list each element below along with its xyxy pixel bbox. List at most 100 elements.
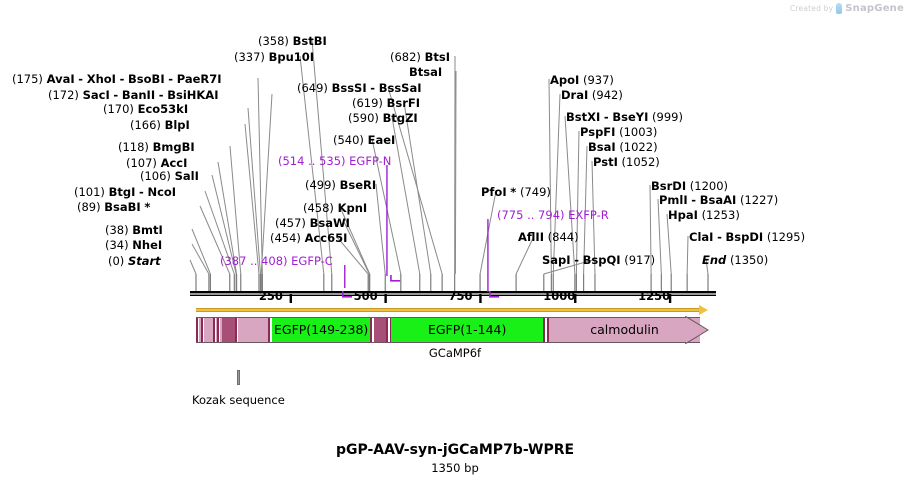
map-feature-label: calmodulin: [590, 322, 659, 337]
enzyme-position: (175): [12, 72, 43, 86]
enzyme-name: EaeI: [367, 133, 396, 147]
enzyme-position: (337): [234, 50, 265, 64]
enzyme-name: NcoI: [147, 185, 177, 199]
ruler-tick-label-250: 250: [258, 289, 283, 303]
enzyme-name: XhoI: [86, 72, 116, 86]
enzyme-label-start: (0) Start: [108, 255, 161, 267]
orientation-arrow-head: [699, 305, 708, 315]
enzyme-position: (101): [74, 185, 105, 199]
feature-subsegment: [374, 317, 386, 343]
leader-line: [666, 213, 672, 275]
enzyme-name: SapI: [542, 253, 571, 267]
feature-range: (387 .. 408): [220, 254, 288, 268]
enzyme-label-avai: (175) AvaI - XhoI - BsoBI - PaeR7I: [12, 72, 222, 86]
feature-label-egfp-c: (387 .. 408) EGFP-C: [220, 255, 333, 267]
leader-line: [189, 259, 197, 275]
feature-subsegment: [268, 317, 272, 343]
site-tick: [229, 274, 231, 291]
site-tick: [515, 274, 517, 291]
enzyme-name: BmtI: [132, 223, 163, 237]
enzyme-label-psti: PstI (1052): [593, 156, 660, 168]
enzyme-name: NheI: [132, 238, 163, 252]
feature-bracket-bar: [390, 280, 401, 282]
enzyme-label-btsai: BtsaI: [409, 66, 442, 78]
enzyme-name: HpaI: [668, 208, 698, 222]
enzyme-name: KpnI: [337, 201, 368, 215]
enzyme-name: BseRI: [339, 178, 377, 192]
enzyme-position: (1227): [739, 193, 779, 207]
enzyme-name: BsiHKAI: [167, 88, 219, 102]
enzyme-label-bsssi: (649) BssSI - BssSaI: [297, 81, 422, 95]
leader-line: [257, 77, 263, 275]
ruler-tick-label-500: 500: [353, 289, 378, 303]
enzyme-label-sapi: SapI - BspQI (917): [542, 253, 656, 267]
enzyme-name: BtsaI: [409, 65, 443, 79]
enzyme-position: (106): [140, 169, 171, 183]
enzyme-label-sali: (106) SalI: [140, 170, 199, 182]
watermark-created-by: Created by: [790, 4, 834, 13]
enzyme-name: BstXI: [566, 110, 601, 124]
enzyme-position: (619): [352, 96, 383, 110]
map-caption-gcamp6f: GCaMP6f: [428, 346, 482, 360]
enzyme-label-hpai: HpaI (1253): [668, 209, 740, 221]
leader-line: [260, 93, 273, 275]
ruler-tick-label-1000: 1000: [543, 289, 576, 303]
enzyme-label-pfoi: PfoI * (749): [481, 185, 551, 199]
enzyme-name: AccI: [160, 156, 188, 170]
enzyme-position: (454): [270, 231, 301, 245]
enzyme-position: (358): [258, 34, 289, 48]
site-tick: [430, 274, 432, 291]
feature-label-egfp-n: (514 .. 535) EGFP-N: [278, 155, 391, 167]
ruler-tick-label-1250: 1250: [638, 289, 671, 303]
enzyme-label-clai: ClaI - BspDI (1295): [689, 230, 806, 244]
enzyme-name: BsoBI: [128, 72, 165, 86]
leader-line: [244, 123, 260, 275]
site-tick: [400, 274, 402, 291]
enzyme-position: (0): [108, 254, 125, 268]
enzyme-name: ApoI: [550, 73, 580, 87]
leader-line: [391, 116, 421, 275]
enzyme-label-pspfi: PspFI (1003): [580, 126, 657, 138]
enzyme-position: (1253): [701, 208, 740, 222]
enzyme-name: AvaI: [46, 72, 75, 86]
feature-label-exfp-r: (775 .. 794) EXFP-R: [497, 209, 609, 221]
leader-line: [454, 70, 457, 275]
site-tick: [323, 274, 325, 291]
enzyme-position: (1295): [766, 230, 806, 244]
enzyme-name: Eco53kI: [137, 102, 189, 116]
feature-subsegment: [196, 317, 200, 343]
plasmid-title: pGP-AAV-syn-jGCaMP7b-WPRE: [335, 442, 575, 458]
enzyme-position: (942): [591, 88, 623, 102]
site-tick: [479, 274, 481, 291]
leader-line: [552, 93, 561, 275]
feature-map-arrow: EGFP(149-238) EGFP(1-144) calmodulin: [196, 317, 708, 343]
enzyme-position: (649): [297, 81, 328, 95]
kozak-tick-mark: [237, 370, 240, 385]
enzyme-label-bseri: (499) BseRI: [305, 179, 376, 191]
kozak-sequence-label: Kozak sequence: [192, 393, 285, 407]
enzyme-label-btgi: (101) BtgI - NcoI: [74, 185, 177, 199]
feature-subsegment: [205, 317, 212, 343]
feature-arrow-head-outline: [685, 316, 709, 344]
leader-line: [657, 198, 662, 275]
enzyme-position: (457): [275, 216, 306, 230]
enzyme-label-saci: (172) SacI - BanII - BsiHKAI: [48, 88, 219, 102]
enzyme-name: Bpu10I: [268, 50, 315, 64]
enzyme-position: (844): [547, 230, 579, 244]
ruler-major-tick: [479, 294, 482, 303]
enzyme-name: BsrDI: [651, 179, 687, 193]
enzyme-position: (749): [519, 185, 551, 199]
enzyme-name: BstBI: [292, 34, 327, 48]
enzyme-label-bsrdi: BsrDI (1200): [651, 180, 728, 192]
enzyme-name: BsaAI: [699, 193, 737, 207]
leader-line: [548, 78, 552, 275]
feature-bracket-bar: [489, 296, 500, 298]
enzyme-name: BtsI: [424, 50, 450, 64]
site-tick: [209, 274, 212, 291]
enzyme-label-acci: (107) AccI: [126, 157, 187, 169]
site-tick: [594, 274, 596, 291]
enzyme-name: BanII: [121, 88, 156, 102]
enzyme-label-eaei: (540) EaeI: [333, 134, 395, 146]
orientation-arrow-bar: [196, 308, 700, 312]
enzyme-position: (937): [582, 73, 614, 87]
